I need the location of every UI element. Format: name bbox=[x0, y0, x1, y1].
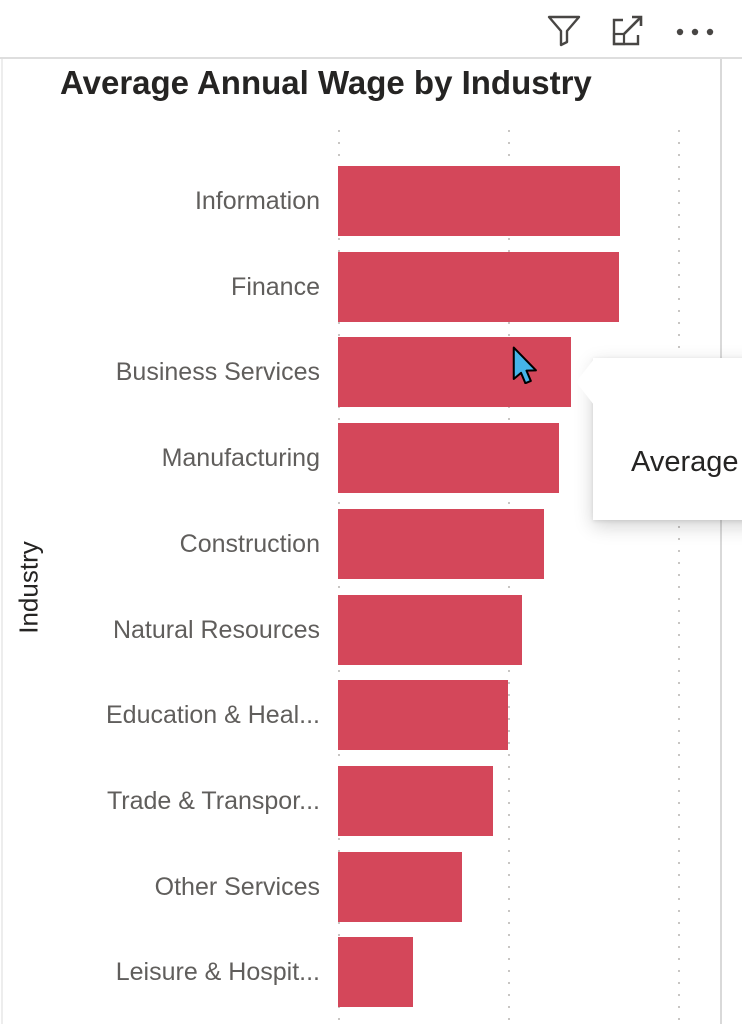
category-label: Manufacturing bbox=[161, 444, 320, 472]
x-gridline bbox=[678, 130, 680, 1024]
category-label: Leisure & Hospit... bbox=[115, 958, 320, 986]
tooltip-text: Average bbox=[631, 446, 739, 478]
bar-row: Construction bbox=[0, 509, 742, 579]
category-label: Business Services bbox=[115, 358, 320, 386]
bar-business-services[interactable] bbox=[338, 337, 571, 407]
visual-header-toolbar bbox=[0, 0, 742, 58]
focus-mode-icon[interactable] bbox=[610, 14, 646, 48]
category-label: Education & Heal... bbox=[105, 701, 320, 729]
tooltip: Average bbox=[576, 358, 742, 520]
bar-row: Finance bbox=[0, 252, 742, 322]
bar-row: Trade & Transpor... bbox=[0, 766, 742, 836]
bar-row: Natural Resources bbox=[0, 595, 742, 665]
category-label: Finance bbox=[231, 273, 320, 301]
visual-left-border bbox=[1, 59, 3, 1024]
bar-row: Education & Heal... bbox=[0, 680, 742, 750]
page-right-border bbox=[720, 59, 722, 1024]
category-label: Other Services bbox=[154, 873, 320, 901]
bar-natural-resources[interactable] bbox=[338, 595, 522, 665]
bar-finance[interactable] bbox=[338, 252, 619, 322]
bar-information[interactable] bbox=[338, 166, 620, 236]
category-label: Construction bbox=[179, 530, 320, 558]
category-label: Trade & Transpor... bbox=[106, 787, 320, 815]
bar-manufacturing[interactable] bbox=[338, 423, 559, 493]
bar-row: Manufacturing bbox=[0, 423, 742, 493]
bar-construction[interactable] bbox=[338, 509, 544, 579]
bar-leisure-hospit[interactable] bbox=[338, 937, 413, 1007]
bar-education-heal[interactable] bbox=[338, 680, 508, 750]
filter-icon[interactable] bbox=[546, 14, 582, 48]
chart-title: Average Annual Wage by Industry bbox=[60, 64, 592, 101]
mouse-cursor bbox=[512, 346, 538, 385]
category-label: Information bbox=[194, 187, 320, 215]
bar-other-services[interactable] bbox=[338, 852, 462, 922]
category-label: Natural Resources bbox=[112, 616, 320, 644]
bar-row: Other Services bbox=[0, 852, 742, 922]
bar-row: Information bbox=[0, 166, 742, 236]
bar-row: Business Services bbox=[0, 337, 742, 407]
more-options-icon[interactable] bbox=[672, 14, 714, 48]
bar-row: Leisure & Hospit... bbox=[0, 937, 742, 1007]
visual-top-border bbox=[0, 57, 742, 59]
bar-trade-transpor[interactable] bbox=[338, 766, 493, 836]
